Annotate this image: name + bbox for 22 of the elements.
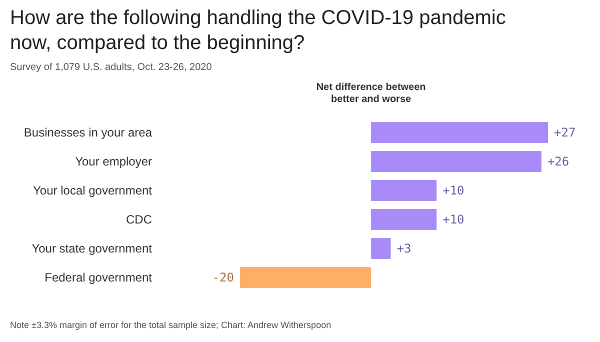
data-label: +3 xyxy=(396,242,412,256)
bar xyxy=(371,180,437,201)
data-label: +27 xyxy=(554,126,576,140)
text: Survey of 1,079 U.S. adults, Oct. 23-26, 2020 xyxy=(10,62,212,73)
bar xyxy=(371,238,391,259)
bar xyxy=(240,267,372,288)
bar xyxy=(371,209,437,230)
data-label: -20 xyxy=(212,270,234,285)
data-label: +10 xyxy=(442,212,464,227)
data-label: +10 xyxy=(442,184,464,198)
data-label: +26 xyxy=(547,154,570,169)
y-tick-label: Your state government xyxy=(32,242,153,256)
bar xyxy=(371,122,548,143)
x-axis-title: Net difference between better and worse xyxy=(316,82,426,105)
chart-title: How are the following handling the COVID-19 pandemic now, compared to the beginning? xyxy=(10,7,506,54)
y-tick-label: Businesses in your area xyxy=(24,126,152,140)
y-tick-label: Your employer xyxy=(75,154,152,169)
y-tick-label: CDC xyxy=(126,212,152,227)
text: Note ±3.3% margin of error for the total sample size; Chart: Andrew Witherspoon xyxy=(10,320,332,330)
y-tick-label: Federal government xyxy=(44,270,153,285)
y-tick-label: Your local government xyxy=(33,184,153,198)
bar xyxy=(371,151,542,172)
